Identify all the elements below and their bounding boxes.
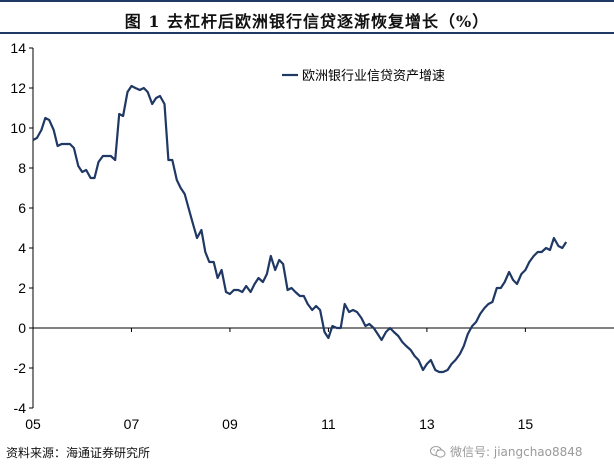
source-note: 资料来源：海通证券研究所 [6,446,151,460]
y-tick-label: 4 [18,240,26,256]
y-tick-label: 6 [18,200,26,216]
x-tick-label: 07 [124,416,140,432]
watermark-text: 微信号: jiangchao8848 [450,445,583,459]
y-tick-label: 8 [18,160,26,176]
y-tick-label: -2 [14,360,27,376]
legend-label: 欧洲银行业信贷资产增速 [302,69,445,84]
series-line [32,84,568,374]
watermark: 微信号: jiangchao8848 [430,443,583,460]
chart-legend: 欧洲银行业信贷资产增速 [282,69,445,84]
x-tick-label: 15 [518,416,534,432]
y-tick-label: 12 [10,80,26,96]
y-tick-label: -4 [14,400,27,416]
y-tick-label: 14 [10,40,26,56]
line-chart: -4 -2 0 2 4 6 8 10 12 14 05 07 09 11 13 15 欧洲银行业信贷资产增速 [10,40,614,432]
y-tick-label: 10 [10,120,26,136]
chart-axes: -4 -2 0 2 4 6 8 10 12 14 05 07 09 11 13 15 [10,40,614,432]
x-tick-label: 11 [321,416,336,432]
wechat-icon [430,445,446,458]
x-tick-label: 09 [222,416,238,432]
y-tick-label: 0 [18,320,26,336]
chart-plot-area [32,84,568,374]
x-tick-label: 05 [25,416,41,432]
figure-title: 图 1 去杠杆后欧洲银行信贷逐渐恢复增长（%） [124,12,490,31]
x-tick-label: 13 [419,416,435,432]
y-tick-label: 2 [18,280,26,296]
figure-title-bar: 图 1 去杠杆后欧洲银行信贷逐渐恢复增长（%） [0,0,614,34]
